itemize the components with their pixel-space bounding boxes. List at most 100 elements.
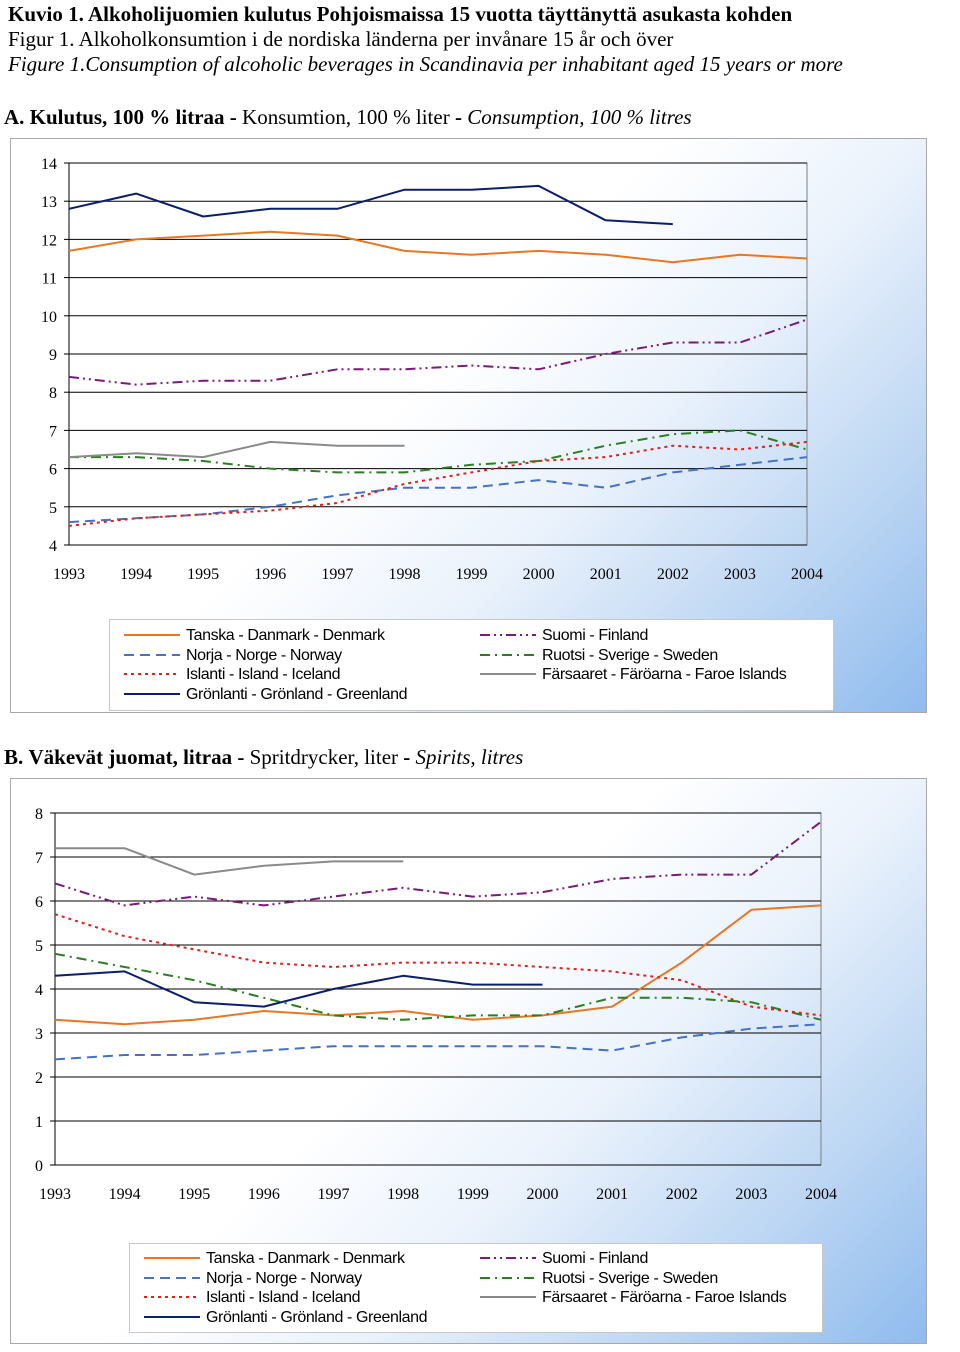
chart-b-legend-label-norway: Norja - Norge - Norway xyxy=(206,1269,362,1287)
chart-a-y-tick-label: 12 xyxy=(41,232,57,249)
chart-a-legend: Tanska - Danmark - Denmark Suomi - Finlan… xyxy=(109,619,834,711)
chart-a-panel: 4 5 6 7 8 9 10 11 12 13 14 1993 1994 1995 1996 1997 1998… xyxy=(10,138,927,713)
chart-a-x-tick-label: 2002 xyxy=(657,566,689,583)
chart-a-legend-swatch-finland xyxy=(480,634,536,636)
chart-b-x-tick-label: 1994 xyxy=(109,1186,141,1203)
chart-a-series-norway xyxy=(68,456,808,524)
chart-b-title-en: Spirits, litres xyxy=(415,745,524,769)
chart-a-series-faroe xyxy=(68,440,405,459)
chart-b-x-tick-label: 2003 xyxy=(735,1186,767,1203)
chart-a-y-tick-label: 14 xyxy=(41,156,57,173)
chart-a-legend-label-faroe: Färsaaret - Färöarna - Faroe Islands xyxy=(542,666,787,683)
chart-b-plot: 0 1 2 3 4 5 6 7 8 1993 1994 1995 1996 1997 1998 1999 200… xyxy=(35,806,837,1203)
chart-b-legend-label-finland: Suomi - Finland xyxy=(542,1250,649,1267)
chart-b-legend-label-sweden: Ruotsi - Sverige - Sweden xyxy=(542,1269,718,1287)
chart-a-y-tick-label: 9 xyxy=(49,347,57,364)
chart-a-sep2: - xyxy=(449,105,468,129)
chart-a-prefix: A. xyxy=(4,105,25,129)
chart-a-x-tick-label: 2000 xyxy=(523,566,555,583)
chart-b-y-tick-label: 1 xyxy=(35,1114,43,1131)
chart-a-title-fi: Kulutus, 100 % litraa xyxy=(29,105,225,129)
chart-b-x-tick-label: 1997 xyxy=(318,1186,350,1203)
chart-b-x-tick-label: 2000 xyxy=(526,1186,558,1203)
chart-a-x-tick-label: 2003 xyxy=(724,566,756,583)
chart-a-legend-swatch-iceland xyxy=(124,673,180,675)
chart-b-x-tick-label: 2002 xyxy=(666,1186,698,1203)
chart-a-x-tick-label: 1997 xyxy=(321,566,353,583)
chart-a-y-tick-label: 13 xyxy=(41,194,57,211)
chart-b-legend-swatch-iceland xyxy=(144,1296,200,1298)
chart-b-panel: 0 1 2 3 4 5 6 7 8 1993 1994 1995 1996 1997 1998 1999 200… xyxy=(10,778,927,1344)
chart-a-legend-swatch-faroe xyxy=(480,673,536,675)
figure-title-swedish: Figur 1. Alkoholkonsumtion i de nordiska… xyxy=(8,27,674,51)
chart-a-sep1: - xyxy=(224,105,243,129)
chart-b-series-greenland xyxy=(54,970,543,1008)
chart-b-title: B. Väkevät juomat, litraa - Spritdrycker… xyxy=(4,745,523,769)
chart-b-legend-label-denmark: Tanska - Danmark - Denmark xyxy=(206,1250,405,1267)
chart-b-title-sv: Spritdrycker, liter xyxy=(249,745,399,769)
chart-a-legend-label-denmark: Tanska - Danmark - Denmark xyxy=(186,627,385,644)
chart-a-y-tick-label: 7 xyxy=(49,423,57,440)
chart-a-series-finland xyxy=(68,318,808,386)
figure-title-english: Figure 1.Consumption of alcoholic bevera… xyxy=(8,52,843,76)
chart-a-legend-label-greenland: Grönlanti - Grönland - Greenland xyxy=(186,685,408,703)
chart-a-series-iceland xyxy=(68,440,808,527)
chart-a-y-tick-label: 8 xyxy=(49,385,57,402)
chart-b-x-tick-label: 1999 xyxy=(457,1186,489,1203)
chart-a-legend-label-norway: Norja - Norge - Norway xyxy=(186,646,342,664)
chart-b-legend-swatch-norway xyxy=(144,1276,200,1279)
chart-b-legend-label-iceland: Islanti - Island - Iceland xyxy=(206,1289,361,1306)
chart-b-y-tick-label: 8 xyxy=(35,806,43,823)
chart-b-legend-label-greenland: Grönlanti - Grönland - Greenland xyxy=(206,1308,428,1326)
chart-b-x-tick-label: 2001 xyxy=(596,1186,628,1203)
chart-b-series-faroe xyxy=(55,847,404,876)
chart-a-x-tick-label: 1998 xyxy=(388,566,420,583)
chart-b-prefix: B. xyxy=(4,745,24,769)
chart-b-x-tick-label: 1993 xyxy=(39,1186,71,1203)
chart-b-x-tick-label: 1996 xyxy=(248,1186,280,1203)
chart-b-title-fi: Väkevät juomat, litraa xyxy=(28,745,233,769)
chart-a-y-tick-label: 11 xyxy=(42,271,57,288)
chart-b-y-tick-label: 0 xyxy=(35,1158,43,1175)
chart-b-y-tick-label: 2 xyxy=(35,1070,43,1087)
chart-a-legend-swatch-sweden xyxy=(480,653,536,656)
chart-a-x-tick-label: 2004 xyxy=(791,566,823,583)
chart-b-x-tick-label: 2004 xyxy=(805,1186,837,1203)
chart-a-x-tick-label: 1994 xyxy=(120,566,152,583)
chart-b-y-tick-label: 5 xyxy=(35,938,43,955)
chart-b-y-tick-label: 4 xyxy=(35,982,43,999)
chart-b-legend-swatch-finland xyxy=(480,1257,536,1259)
chart-a-legend-label-sweden: Ruotsi - Sverige - Sweden xyxy=(542,646,718,664)
chart-a-x-tick-label: 1993 xyxy=(53,566,85,583)
chart-b-x-tick-label: 1998 xyxy=(387,1186,419,1203)
chart-a-y-tick-label: 10 xyxy=(41,309,57,326)
chart-a-title-en: Consumption, 100 % litres xyxy=(467,105,692,129)
chart-a-x-tick-label: 1995 xyxy=(187,566,219,583)
chart-b-series-iceland xyxy=(54,913,822,1017)
chart-a-legend-label-finland: Suomi - Finland xyxy=(542,627,649,644)
chart-b-legend-swatch-faroe xyxy=(480,1296,536,1298)
chart-b-sep1: - xyxy=(232,745,250,769)
chart-b-legend-swatch-greenland xyxy=(144,1315,200,1318)
chart-a-y-tick-label: 4 xyxy=(49,538,57,555)
chart-b-legend-swatch-denmark xyxy=(144,1257,200,1259)
chart-a-x-tick-label: 1996 xyxy=(254,566,286,583)
chart-b-y-tick-label: 6 xyxy=(35,894,43,911)
chart-a-series-greenland xyxy=(68,184,673,226)
chart-a-legend-label-iceland: Islanti - Island - Iceland xyxy=(186,666,341,683)
chart-b-series-sweden xyxy=(54,952,822,1021)
chart-b-legend-swatch-sweden xyxy=(480,1276,536,1279)
chart-a-legend-swatch-denmark xyxy=(124,634,180,636)
chart-b-x-tick-label: 1995 xyxy=(178,1186,210,1203)
chart-a-x-tick-label: 2001 xyxy=(590,566,622,583)
chart-b-series-denmark xyxy=(54,904,822,1026)
chart-a-y-tick-label: 5 xyxy=(49,500,57,517)
chart-a-legend-swatch-norway xyxy=(124,653,180,656)
chart-a-title-sv: Konsumtion, 100 % liter xyxy=(242,105,450,129)
chart-a-series-sweden xyxy=(69,429,808,474)
chart-a-legend-swatch-greenland xyxy=(124,692,180,695)
chart-b-y-tick-label: 7 xyxy=(35,850,43,867)
chart-b-series-finland xyxy=(54,821,822,907)
chart-a-series-denmark xyxy=(68,230,808,264)
chart-a-x-tick-label: 1999 xyxy=(456,566,488,583)
